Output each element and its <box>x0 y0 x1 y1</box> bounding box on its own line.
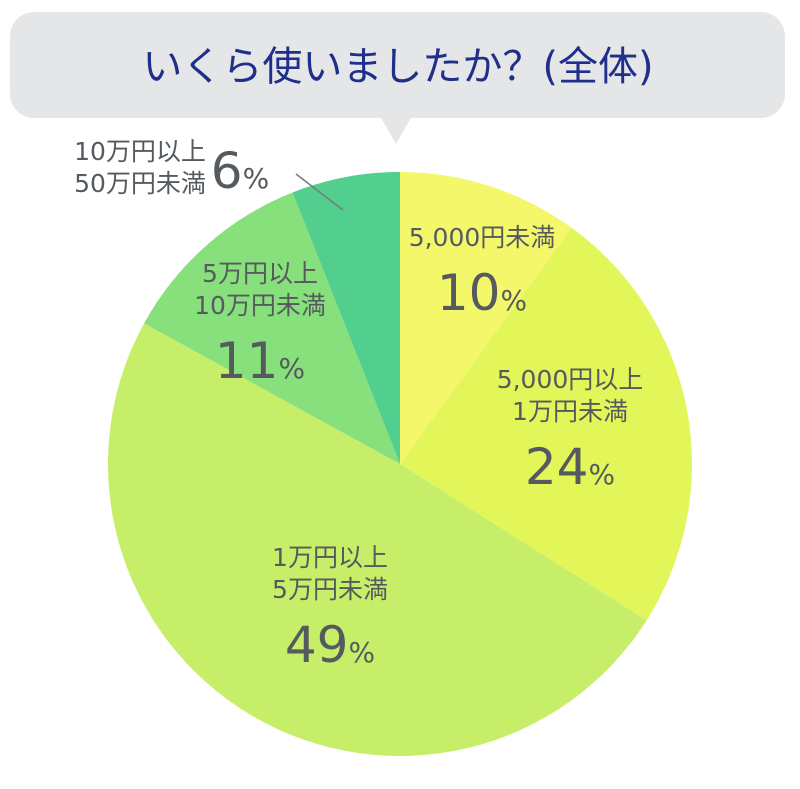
slice-category-label: 5万円未満 <box>272 575 388 604</box>
slice-category-label: 5,000円以上 <box>497 365 644 394</box>
slice-percent-label: 6% <box>211 142 269 200</box>
slice-category-label: 10万円未満 <box>194 291 326 320</box>
pie-slice-4 <box>144 192 400 465</box>
slice-category-label: 1万円以上 <box>272 543 388 572</box>
pie-slices <box>107 172 692 757</box>
slice-label-group-2: 5,000円以上 1万円未満 24% <box>497 365 644 496</box>
slice-category-label: 5,000円未満 <box>409 223 556 252</box>
slice-category-label: 50万円未満 <box>74 169 206 198</box>
title-bubble: いくら使いましたか？(全体) <box>10 12 785 144</box>
slice-labels: 5,000円未満 10% 5,000円以上 1万円未満 24% 1万円以上 5万円未満 49%… <box>74 137 643 674</box>
slice-label-group-4: 5万円以上 10万円未満 11% <box>194 259 326 390</box>
slice-percent-label: 10% <box>437 264 527 322</box>
title-bubble-box <box>10 12 785 118</box>
slice-category-label: 5万円以上 <box>202 259 318 288</box>
slice-percent-label: 49% <box>285 616 375 674</box>
chart-title: いくら使いましたか？(全体) <box>142 44 653 90</box>
pie-slice-1 <box>400 172 572 464</box>
pie-slice-3 <box>107 323 647 757</box>
slice-category-label: 1万円未満 <box>512 397 628 426</box>
slice-percent-label: 11% <box>215 332 305 390</box>
slice-label-group-3: 1万円以上 5万円未満 49% <box>272 543 388 674</box>
title-bubble-pointer <box>380 116 412 144</box>
slice-label-group-5: 10万円以上 50万円未満 6% <box>74 137 269 200</box>
slice-category-label: 10万円以上 <box>74 137 206 166</box>
pie-slice-5 <box>292 172 400 464</box>
slice-percent-label: 24% <box>525 438 615 496</box>
pie-slice-2 <box>400 227 692 621</box>
slice-label-group-1: 5,000円未満 10% <box>409 223 556 322</box>
small-slice-leader-line <box>295 173 344 211</box>
